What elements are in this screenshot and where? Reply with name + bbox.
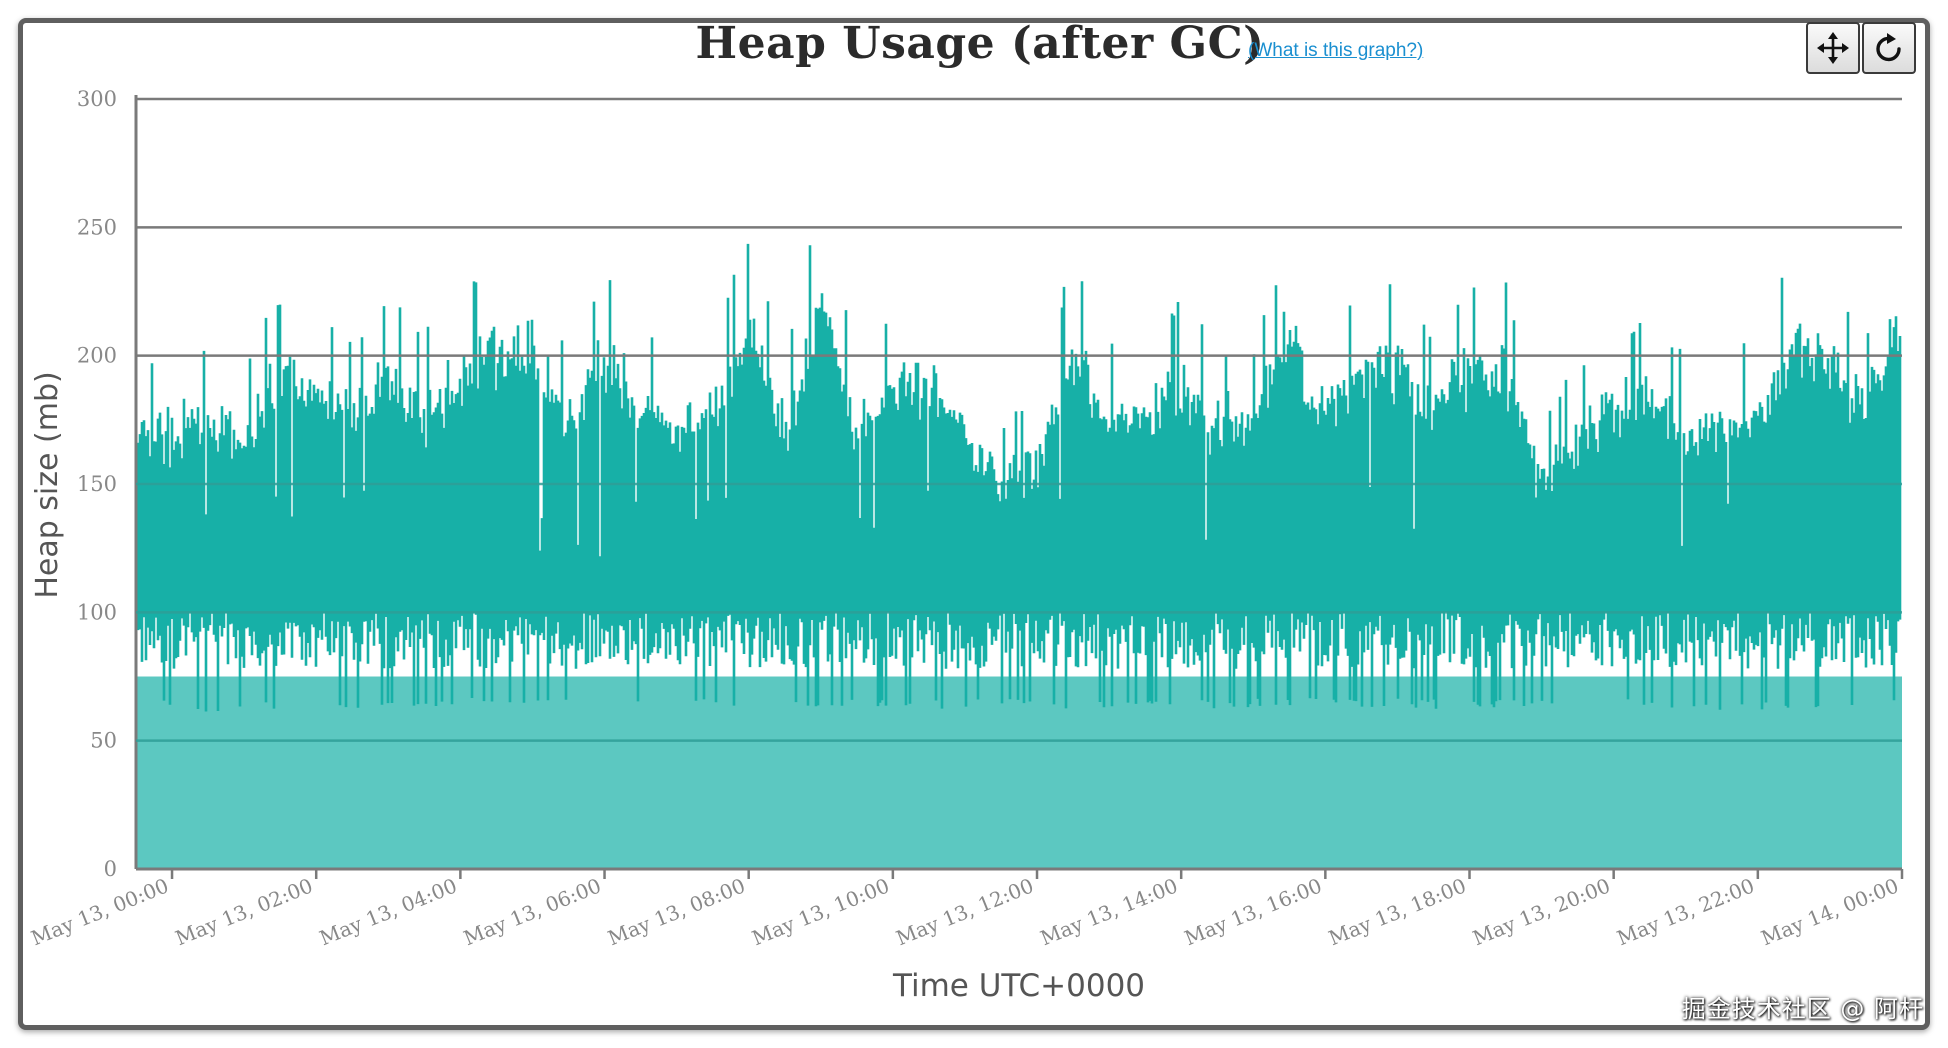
y-tick-label: 150 [77, 472, 117, 496]
x-tick-label: May 13, 20:00 [1469, 873, 1613, 950]
x-tick-label: May 13, 10:00 [749, 873, 893, 950]
y-tick-label: 50 [90, 729, 117, 753]
chart-title: Heap Usage (after GC) [695, 18, 1265, 69]
x-tick-label: May 14, 00:00 [1758, 873, 1902, 950]
x-tick-label: May 13, 08:00 [604, 873, 748, 950]
y-tick-label: 0 [104, 857, 117, 881]
y-tick-label: 200 [77, 344, 117, 368]
x-tick-label: May 13, 06:00 [460, 873, 604, 950]
x-tick-label: May 13, 04:00 [316, 873, 460, 950]
move-arrows-icon [1817, 32, 1849, 64]
heap-area-base [136, 676, 1902, 869]
x-tick-label: May 13, 22:00 [1613, 873, 1757, 950]
x-tick-label: May 13, 16:00 [1181, 873, 1325, 950]
y-tick-label: 250 [77, 215, 117, 239]
watermark-text: 掘金技术社区 @ 阿杆 [1681, 995, 1924, 1023]
x-tick-label: May 13, 14:00 [1037, 873, 1181, 950]
pan-button[interactable] [1806, 22, 1860, 74]
x-axis-label: Time UTC+0000 [892, 968, 1145, 1004]
what-is-this-graph-link[interactable]: (What is this graph?) [1248, 40, 1424, 61]
x-tick-label: May 13, 12:00 [893, 873, 1037, 950]
rotate-reset-icon [1876, 33, 1901, 62]
x-tick-label: May 13, 00:00 [28, 873, 172, 950]
y-tick-labels: 0 50 100 150 200 250 300 [77, 87, 117, 881]
y-tick-label: 100 [77, 600, 117, 624]
y-tick-label: 300 [77, 87, 117, 111]
x-tick-labels: May 13, 00:00 May 13, 02:00 May 13, 04:00 M… [28, 873, 1902, 950]
heap-area-spikes [134, 243, 1902, 712]
y-axis-label: Heap size (mb) [30, 371, 65, 598]
heap-area-series [134, 243, 1902, 869]
x-tick-label: May 13, 18:00 [1325, 873, 1469, 950]
reset-zoom-button[interactable] [1862, 22, 1916, 74]
x-tick-label: May 13, 02:00 [172, 873, 316, 950]
